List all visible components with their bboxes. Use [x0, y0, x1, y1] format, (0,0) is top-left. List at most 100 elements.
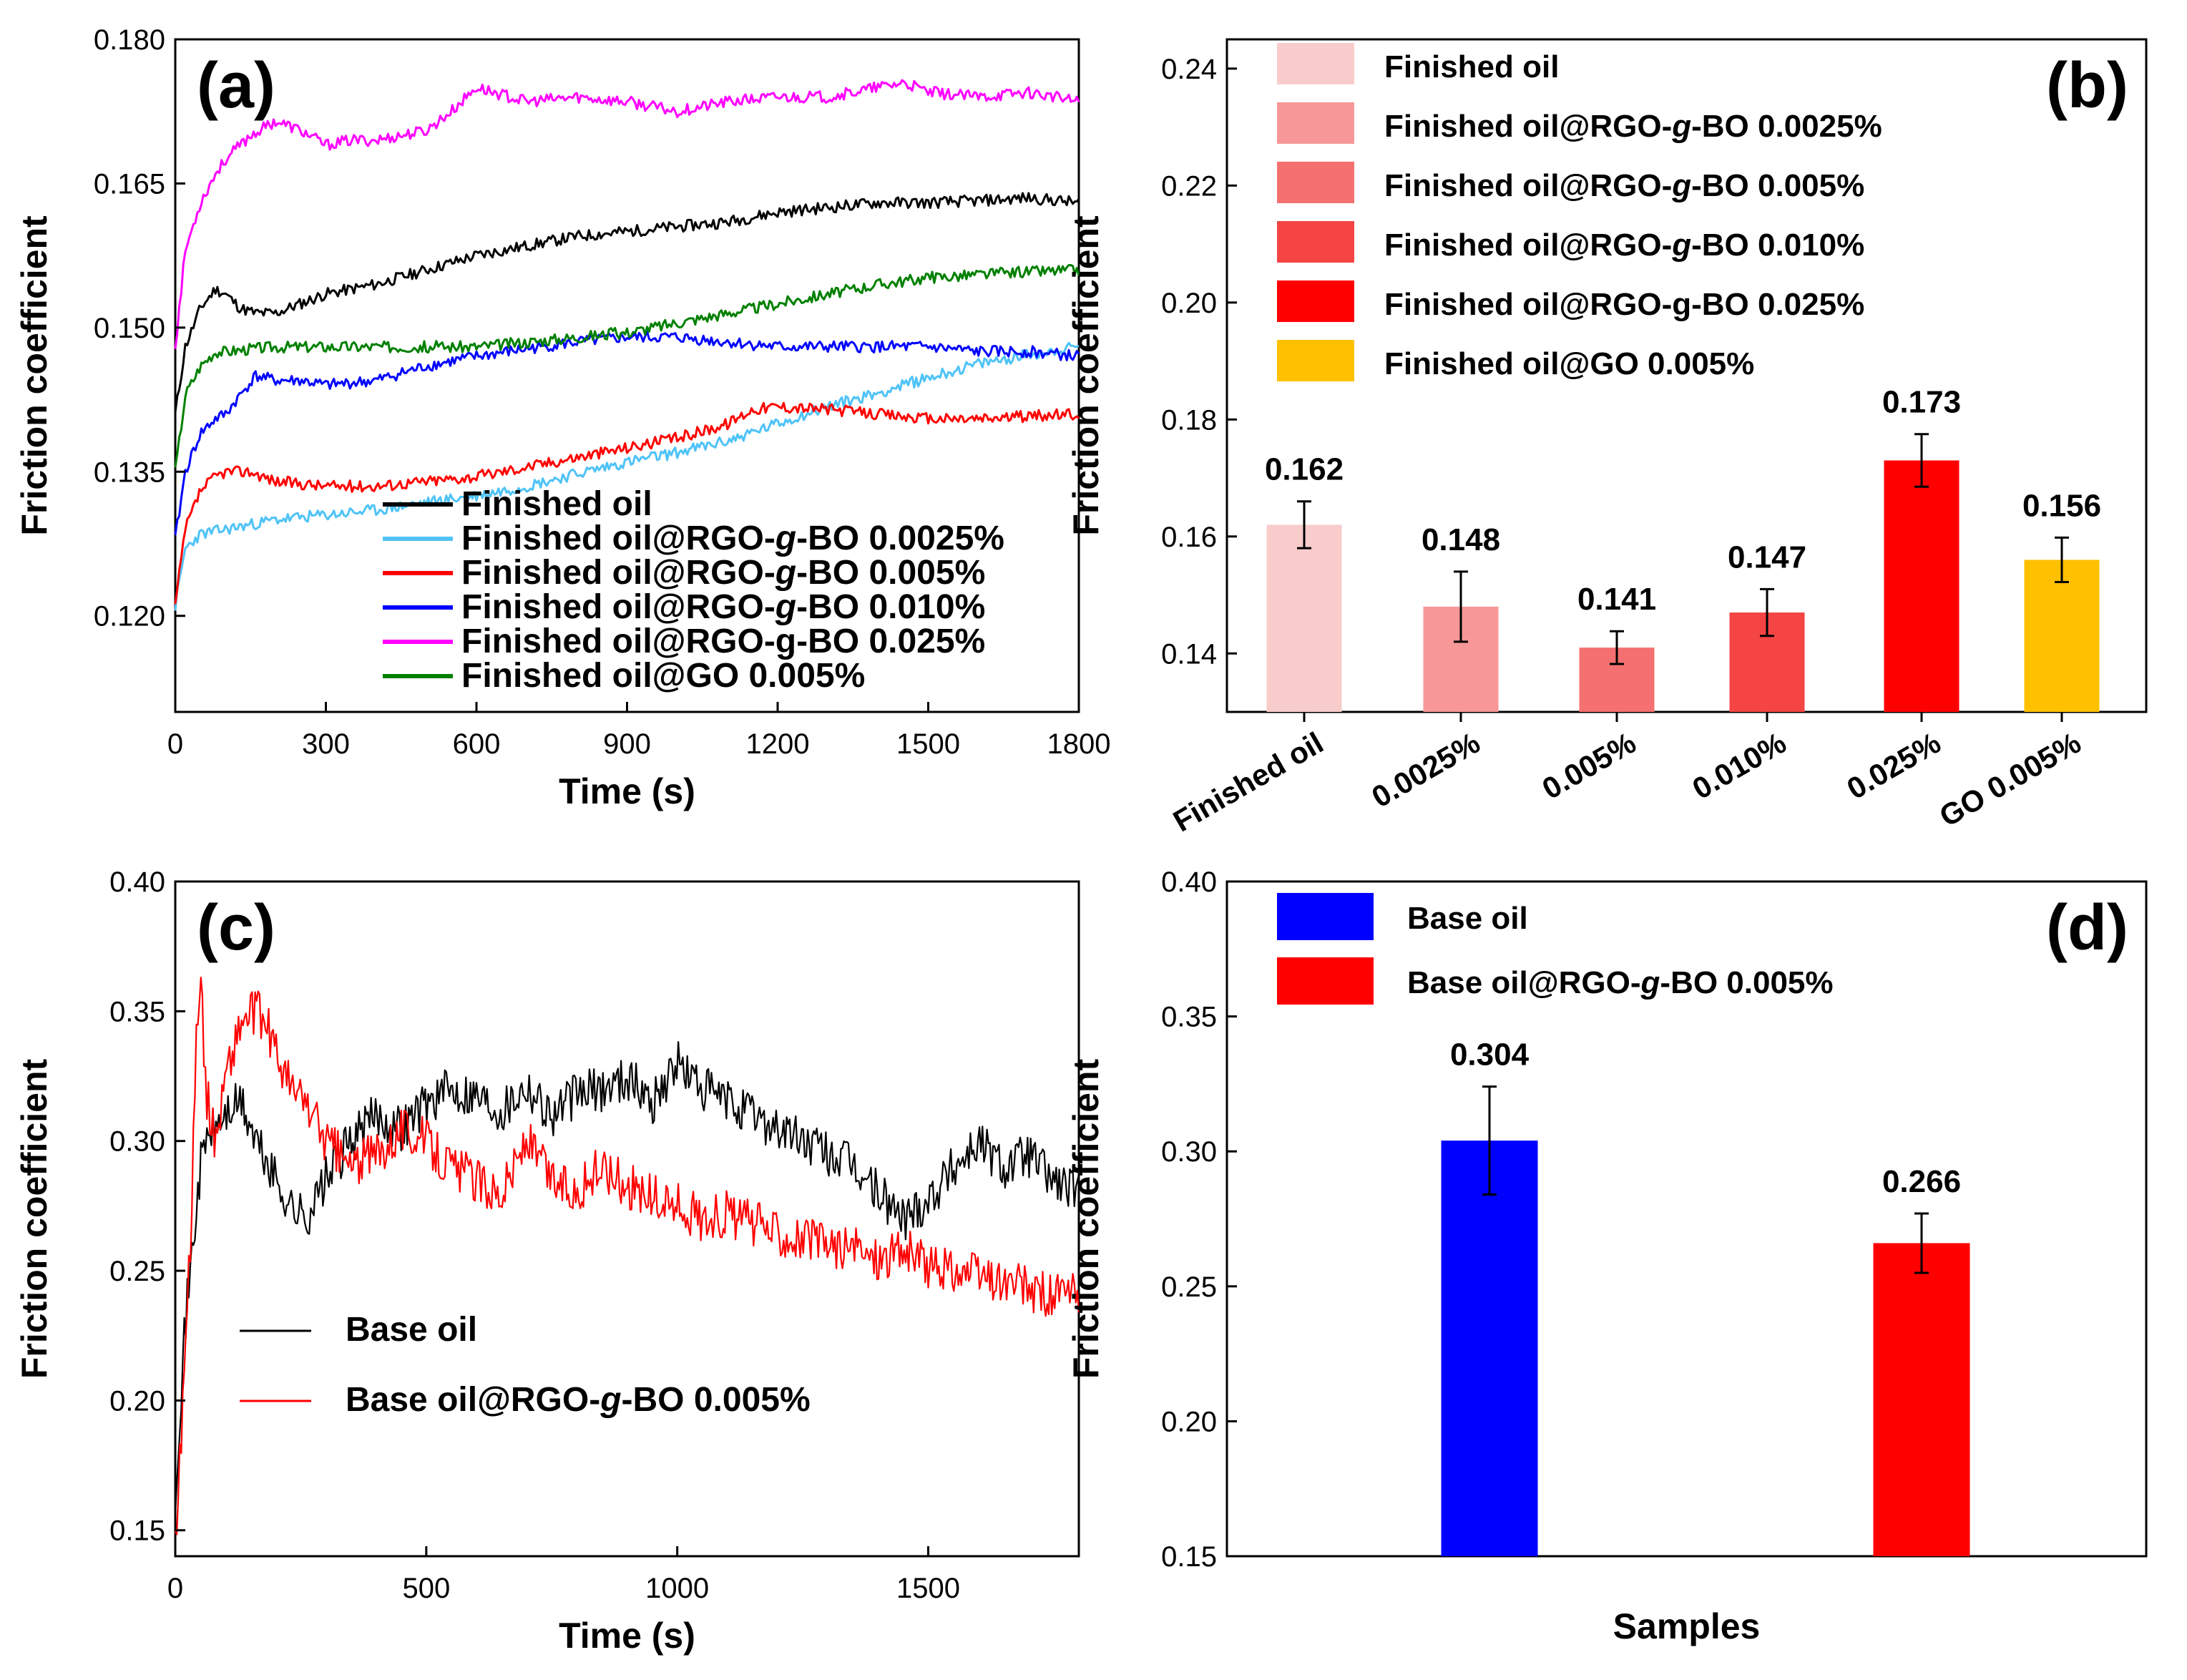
y-tick-label: 0.25 [109, 1256, 165, 1287]
legend-label-part: g [775, 588, 796, 626]
series-line-2 [174, 341, 1080, 611]
x-category-label: 0.0025% [1366, 726, 1485, 814]
y-tick-label: 0.135 [94, 456, 165, 488]
x-tick-label: 1800 [1047, 728, 1111, 760]
legend-label-part: -BO 0.005% [1660, 965, 1833, 1000]
plot-frame-b [1225, 38, 2148, 713]
legend-label-part: Finished oil@RGO- [461, 554, 776, 592]
legend-label-part: -BO 0.005% [622, 1381, 811, 1419]
y-tick-label: 0.30 [1161, 1136, 1217, 1168]
y-tick-label: 0.150 [94, 313, 165, 344]
y-tick-label: 0.20 [1161, 1406, 1217, 1437]
panel-label: (b) [2046, 50, 2128, 122]
y-tick-label: 0.35 [109, 996, 165, 1027]
legend-label-part: Finished oil@GO 0.005% [1384, 346, 1754, 381]
series-line-4 [174, 331, 1080, 535]
legend-label-part: g [1671, 168, 1691, 203]
legend-swatch [1277, 102, 1354, 144]
x-axis-label: Samples [1613, 1606, 1761, 1646]
legend-label-part: Finished oil@RGO- [1384, 109, 1672, 144]
y-tick-label: 0.16 [1161, 522, 1217, 553]
legend-swatch [1277, 280, 1354, 322]
x-tick-label: 500 [402, 1573, 450, 1604]
y-tick-label: 0.40 [1161, 866, 1217, 898]
x-category-label: Finished oil [1168, 726, 1329, 838]
panel-label: (c) [197, 892, 275, 964]
legend-label: Finished oil@RGO-g-BO 0.010% [1384, 228, 1864, 263]
legend-label-part: g [1671, 109, 1691, 144]
legend-label: Finished oil@RGO-g-BO 0.0025% [461, 519, 1004, 557]
legend-label-part: Finished oil@GO 0.005% [461, 657, 865, 695]
legend-label-part: g [775, 519, 796, 557]
x-tick-label: 1500 [896, 1573, 960, 1604]
legend-label: Finished oil [1384, 49, 1559, 84]
data-label: 0.266 [1882, 1164, 1961, 1199]
legend-label-part: -BO 0.010% [796, 588, 985, 626]
legend-label: Finished oil@RGO-g-BO 0.005% [461, 554, 985, 592]
legend-label-part: -BO 0.005% [1691, 168, 1864, 203]
x-tick-label: 0 [167, 1573, 183, 1604]
x-tick-label: 1200 [746, 728, 810, 760]
plot-frame-c [174, 880, 1080, 1558]
legend-swatch [1277, 221, 1354, 263]
legend-label: Base oil [1407, 901, 1528, 936]
x-tick-label: 900 [603, 728, 651, 760]
y-tick-label: 0.40 [109, 866, 165, 898]
legend-label-part: g [600, 1381, 621, 1419]
y-tick-label: 0.20 [109, 1385, 165, 1417]
x-category-label: 0.010% [1687, 726, 1792, 806]
legend-label-part: Finished oil [1384, 49, 1559, 84]
y-axis-label: Friction coefficient [1066, 215, 1106, 536]
bar [1441, 1141, 1538, 1556]
y-tick-label: 0.25 [1161, 1271, 1217, 1303]
legend-label-part: Base oil@RGO- [1407, 965, 1641, 1000]
y-tick-label: 0.35 [1161, 1002, 1217, 1033]
bar [1884, 460, 1960, 712]
legend-label-part: -BO 0.005% [796, 554, 985, 592]
legend-label-part: Base oil@RGO- [346, 1381, 600, 1419]
data-label: 0.147 [1728, 539, 1806, 575]
legend-label-part: Finished oil@RGO- [1384, 168, 1672, 203]
legend-label: Base oil@RGO-g-BO 0.005% [1407, 965, 1834, 1000]
y-tick-label: 0.14 [1161, 638, 1217, 670]
legend-label-part: Base oil [346, 1311, 477, 1349]
y-axis-label: Friction coefficient [14, 215, 54, 536]
legend-swatch [1277, 43, 1354, 84]
y-tick-label: 0.24 [1161, 54, 1217, 85]
series-line-5 [174, 79, 1080, 349]
x-tick-label: 1500 [896, 728, 960, 760]
legend-label-part: Finished oil@RGO- [1384, 228, 1672, 263]
legend-label-part: -BO 0.010% [1691, 228, 1864, 263]
panel-label: (d) [2046, 892, 2128, 964]
data-label: 0.162 [1265, 452, 1344, 487]
legend-swatch [1277, 340, 1354, 381]
plot-frame-d [1225, 880, 2148, 1558]
series-line-1 [174, 192, 1080, 413]
y-axis-label: Friction coefficient [1066, 1059, 1106, 1379]
data-label: 0.148 [1422, 522, 1500, 557]
legend-swatch [1277, 957, 1374, 1005]
x-axis-label: Time (s) [559, 771, 695, 811]
legend-label-part: g [1671, 228, 1691, 263]
x-category-label: 0.025% [1841, 726, 1947, 806]
y-tick-label: 0.18 [1161, 404, 1217, 436]
legend-label-part: -BO 0.0025% [796, 519, 1004, 557]
series-line-3 [174, 401, 1080, 605]
y-axis-label: Friction coefficient [14, 1059, 54, 1379]
legend-label-part: g [1640, 965, 1660, 1000]
legend-label: Finished oil@GO 0.005% [461, 657, 865, 695]
legend-label: Finished oil@RGO-g-BO 0.025% [1384, 287, 1864, 322]
x-axis-label: Time (s) [559, 1616, 695, 1656]
legend-label-part: Base oil [1407, 901, 1528, 936]
legend-swatch [1277, 893, 1374, 940]
legend-label: Finished oil@GO 0.005% [1384, 346, 1754, 381]
y-tick-label: 0.15 [1161, 1541, 1217, 1573]
x-tick-label: 300 [302, 728, 350, 760]
y-tick-label: 0.30 [109, 1126, 165, 1158]
bar [1266, 524, 1342, 712]
series-line-2 [174, 977, 1080, 1535]
data-label: 0.173 [1882, 385, 1961, 420]
x-tick-label: 0 [167, 728, 183, 760]
series-line-6 [174, 264, 1080, 468]
